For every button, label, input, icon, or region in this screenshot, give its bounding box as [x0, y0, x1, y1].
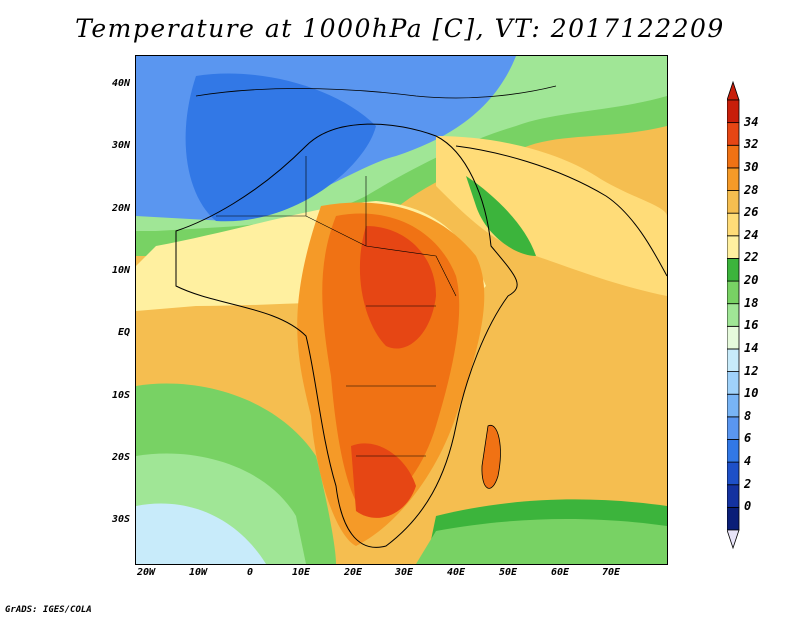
- colorbar-tick-label: 10: [744, 386, 759, 401]
- colorbar-tick-label: 2: [744, 476, 752, 491]
- colorbar-tick-label: 4: [744, 454, 752, 469]
- lon-label: 0: [246, 567, 254, 578]
- lat-label: 40N: [111, 78, 130, 89]
- plot-title: Temperature at 1000hPa [C], VT: 20171222…: [75, 14, 725, 43]
- lat-label: 30N: [111, 140, 130, 151]
- colorbar-tick-label: 0: [744, 499, 752, 514]
- colorbar-tick-label: 18: [744, 295, 759, 310]
- lon-label: 10W: [188, 567, 208, 578]
- colorbar: [727, 80, 740, 550]
- lat-label: 20S: [111, 452, 130, 463]
- colorbar-swatch: [727, 506, 740, 531]
- colorbar-swatch: [727, 393, 740, 418]
- colorbar-tick-label: 8: [744, 408, 752, 423]
- colorbar-swatch: [727, 190, 740, 214]
- colorbar-swatch: [727, 348, 740, 372]
- lon-label: 20E: [343, 567, 363, 578]
- lon-label: 70E: [601, 567, 621, 578]
- colorbar-over-arrow: [727, 80, 740, 101]
- colorbar-swatch: [727, 212, 740, 237]
- colorbar-under-arrow: [727, 529, 740, 550]
- lat-label: EQ: [117, 327, 130, 338]
- colorbar-tick-label: 24: [744, 227, 759, 242]
- credit-text: GrADS: IGES/COLA: [5, 605, 92, 615]
- temperature-map: [135, 55, 668, 565]
- colorbar-swatch: [727, 439, 740, 463]
- lon-label: 10E: [291, 567, 311, 578]
- lat-label: 10S: [111, 390, 130, 401]
- colorbar-tick-label: 6: [744, 431, 752, 446]
- lon-label: 20W: [136, 567, 156, 578]
- colorbar-tick-label: 32: [744, 137, 759, 152]
- lon-label: 30E: [394, 567, 414, 578]
- lat-label: 10N: [111, 265, 130, 276]
- colorbar-tick-label: 26: [744, 205, 759, 220]
- colorbar-tick-label: 28: [744, 182, 759, 197]
- colorbar-swatch: [727, 416, 740, 440]
- colorbar-swatch: [727, 325, 740, 350]
- colorbar-tick-label: 30: [744, 159, 759, 174]
- lon-label: 40E: [446, 567, 466, 578]
- colorbar-swatch: [727, 461, 740, 486]
- colorbar-tick-label: 34: [744, 114, 759, 129]
- colorbar-swatch: [727, 371, 740, 395]
- colorbar-tick-label: 22: [744, 250, 759, 265]
- colorbar-swatch: [727, 235, 740, 259]
- colorbar-swatch: [727, 167, 740, 191]
- colorbar-swatch: [727, 122, 740, 146]
- colorbar-swatch: [727, 280, 740, 305]
- lat-label: 30S: [111, 514, 130, 525]
- colorbar-swatch: [727, 484, 740, 508]
- colorbar-tick-label: 12: [744, 363, 759, 378]
- colorbar-swatch: [727, 144, 740, 169]
- colorbar-tick-label: 16: [744, 318, 759, 333]
- colorbar-swatch: [727, 99, 740, 124]
- colorbar-tick-label: 20: [744, 273, 759, 288]
- colorbar-swatch: [727, 258, 740, 282]
- lat-label: 20N: [111, 203, 130, 214]
- colorbar-tick-label: 14: [744, 340, 759, 355]
- colorbar-swatch: [727, 303, 740, 327]
- lon-label: 50E: [498, 567, 518, 578]
- lon-label: 60E: [550, 567, 570, 578]
